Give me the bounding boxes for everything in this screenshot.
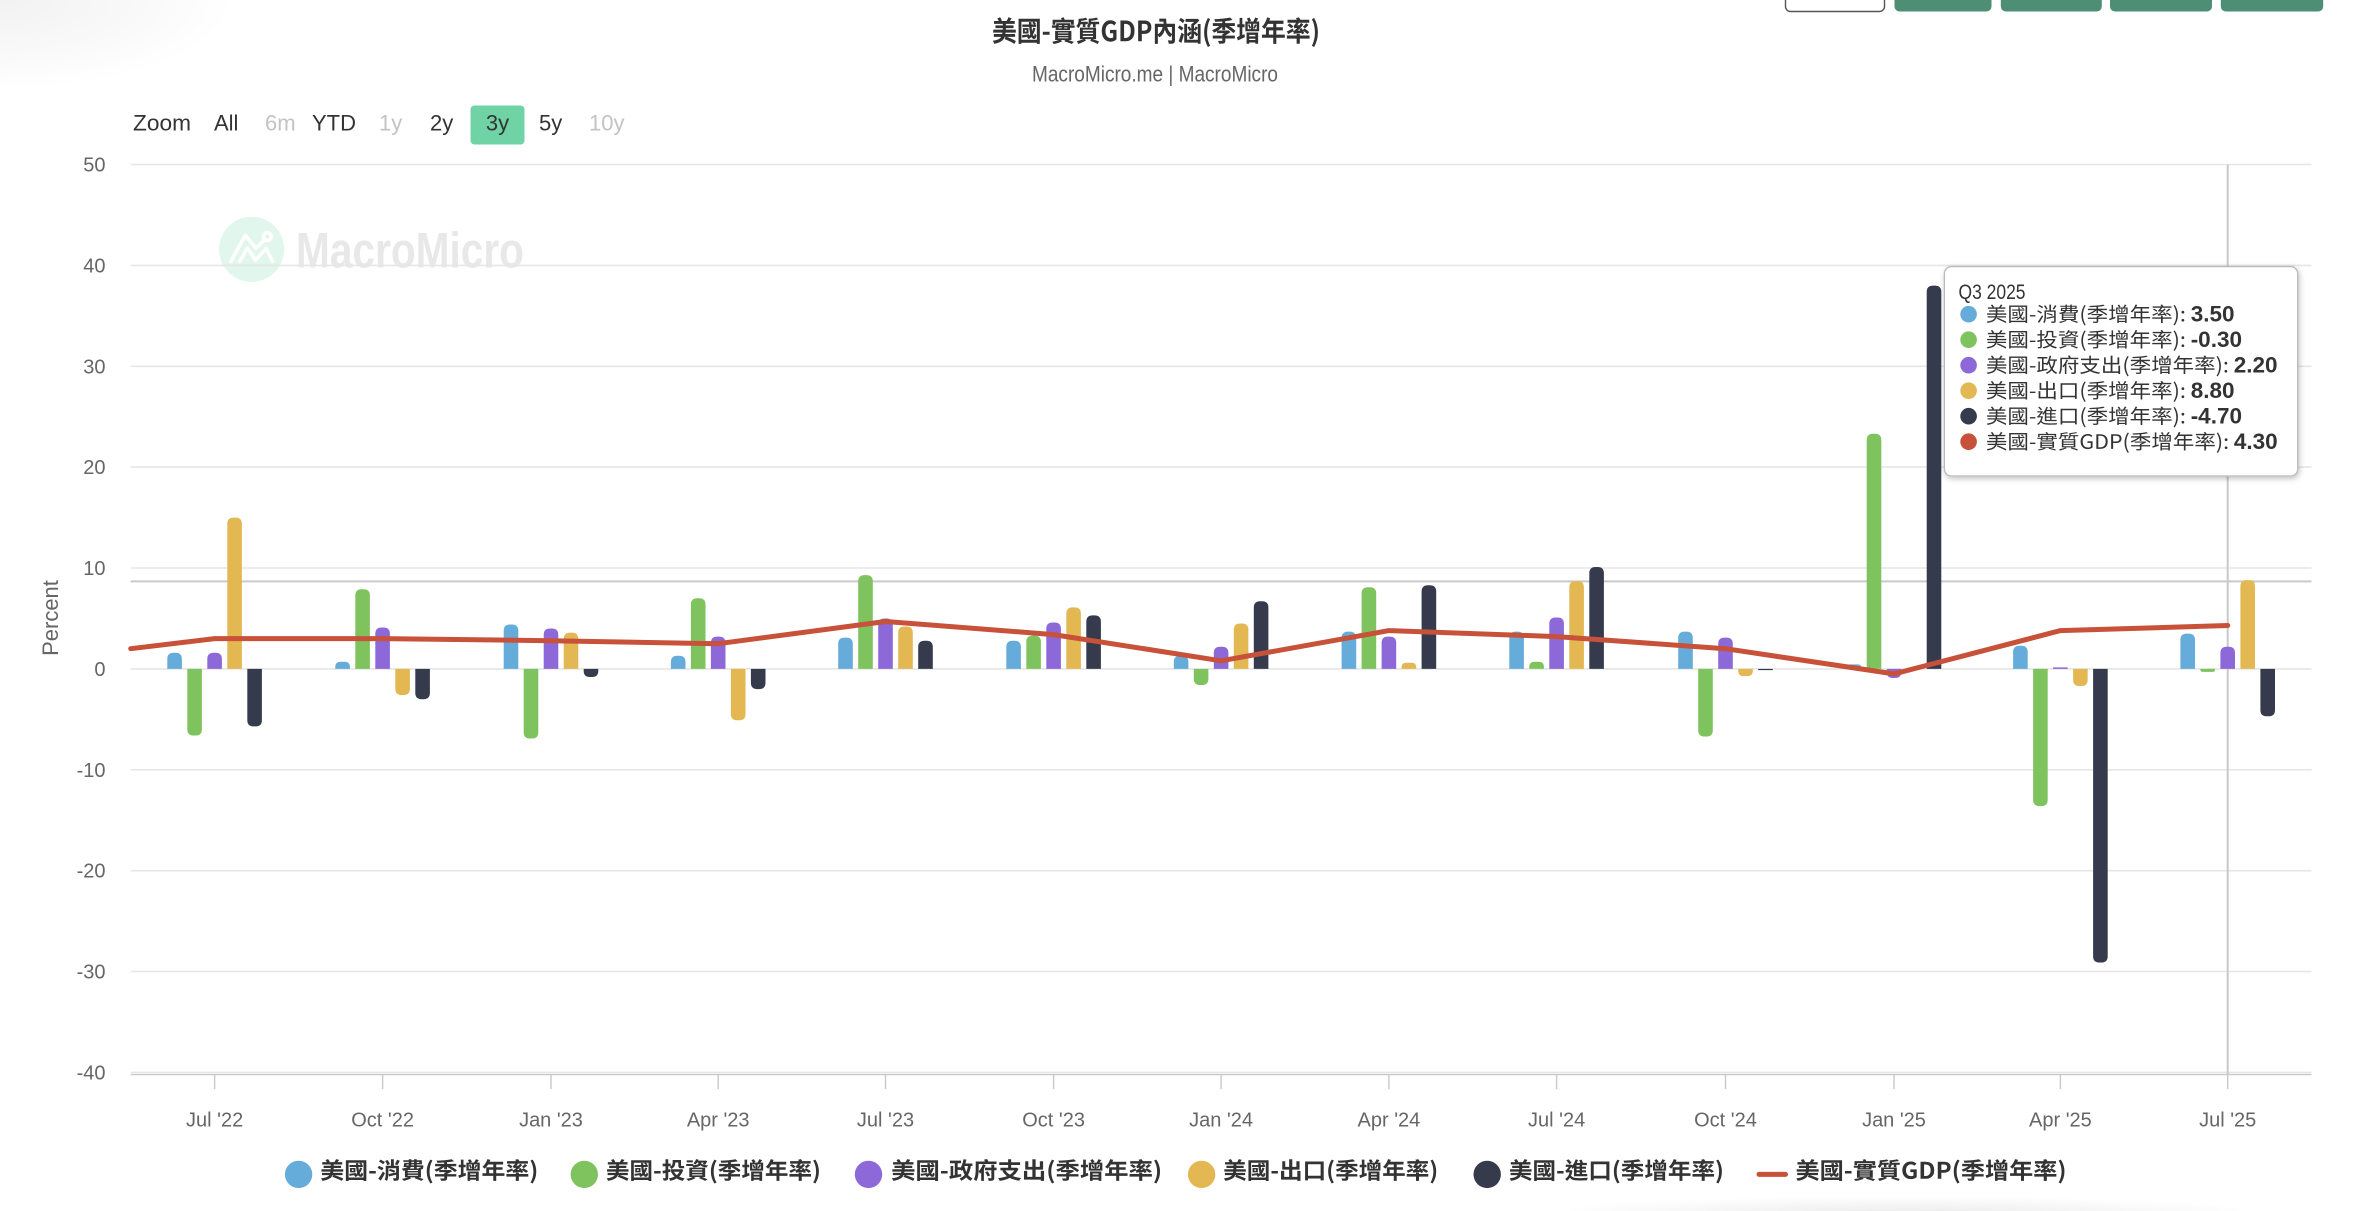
svg-text:Jul '23: Jul '23 xyxy=(857,1110,914,1132)
svg-text:1y: 1y xyxy=(379,111,402,136)
svg-text:40: 40 xyxy=(83,255,105,277)
svg-text:-30: -30 xyxy=(77,962,106,984)
svg-text:Zoom: Zoom xyxy=(133,111,191,136)
svg-text:Apr '25: Apr '25 xyxy=(2029,1110,2092,1132)
svg-text:MacroMicro: MacroMicro xyxy=(296,223,524,279)
svg-text:-20: -20 xyxy=(77,861,106,883)
svg-text:Jul '24: Jul '24 xyxy=(1528,1110,1585,1132)
svg-text:3y: 3y xyxy=(486,111,509,136)
svg-text:3.50: 3.50 xyxy=(2191,301,2235,326)
svg-text:Jul '25: Jul '25 xyxy=(2199,1110,2256,1132)
svg-text:Jul '22: Jul '22 xyxy=(186,1110,243,1132)
svg-text:0: 0 xyxy=(94,659,105,681)
svg-text:Oct '24: Oct '24 xyxy=(1694,1110,1757,1132)
svg-text:5y: 5y xyxy=(539,111,562,136)
svg-text:-4.70: -4.70 xyxy=(2191,403,2242,428)
svg-text:2y: 2y xyxy=(430,111,453,136)
svg-text:All: All xyxy=(214,111,238,136)
svg-text:10: 10 xyxy=(83,558,105,580)
svg-text:10y: 10y xyxy=(589,111,624,136)
svg-text:Percent: Percent xyxy=(38,580,63,656)
svg-text:20: 20 xyxy=(83,457,105,479)
svg-text:Q3 2025: Q3 2025 xyxy=(1959,281,2026,304)
svg-text:Apr '23: Apr '23 xyxy=(687,1110,750,1132)
svg-text:6m: 6m xyxy=(265,111,296,136)
svg-text:Jan '23: Jan '23 xyxy=(519,1110,583,1132)
svg-text:Jan '24: Jan '24 xyxy=(1189,1110,1253,1132)
svg-text:50: 50 xyxy=(83,155,105,177)
svg-text:-0.30: -0.30 xyxy=(2191,327,2242,352)
svg-text:Oct '22: Oct '22 xyxy=(351,1110,414,1132)
svg-text:YTD: YTD xyxy=(312,111,356,136)
svg-text:-40: -40 xyxy=(77,1062,106,1084)
svg-text:-10: -10 xyxy=(77,760,106,782)
svg-text:Oct '23: Oct '23 xyxy=(1022,1110,1085,1132)
svg-text:Jan '25: Jan '25 xyxy=(1862,1110,1926,1132)
svg-text:MacroMicro.me | MacroMicro: MacroMicro.me | MacroMicro xyxy=(1032,61,1278,86)
svg-text:8.80: 8.80 xyxy=(2191,378,2235,403)
svg-text:30: 30 xyxy=(83,356,105,378)
svg-text:Apr '24: Apr '24 xyxy=(1358,1110,1421,1132)
svg-text:2.20: 2.20 xyxy=(2234,352,2278,377)
svg-text:4.30: 4.30 xyxy=(2234,429,2278,454)
